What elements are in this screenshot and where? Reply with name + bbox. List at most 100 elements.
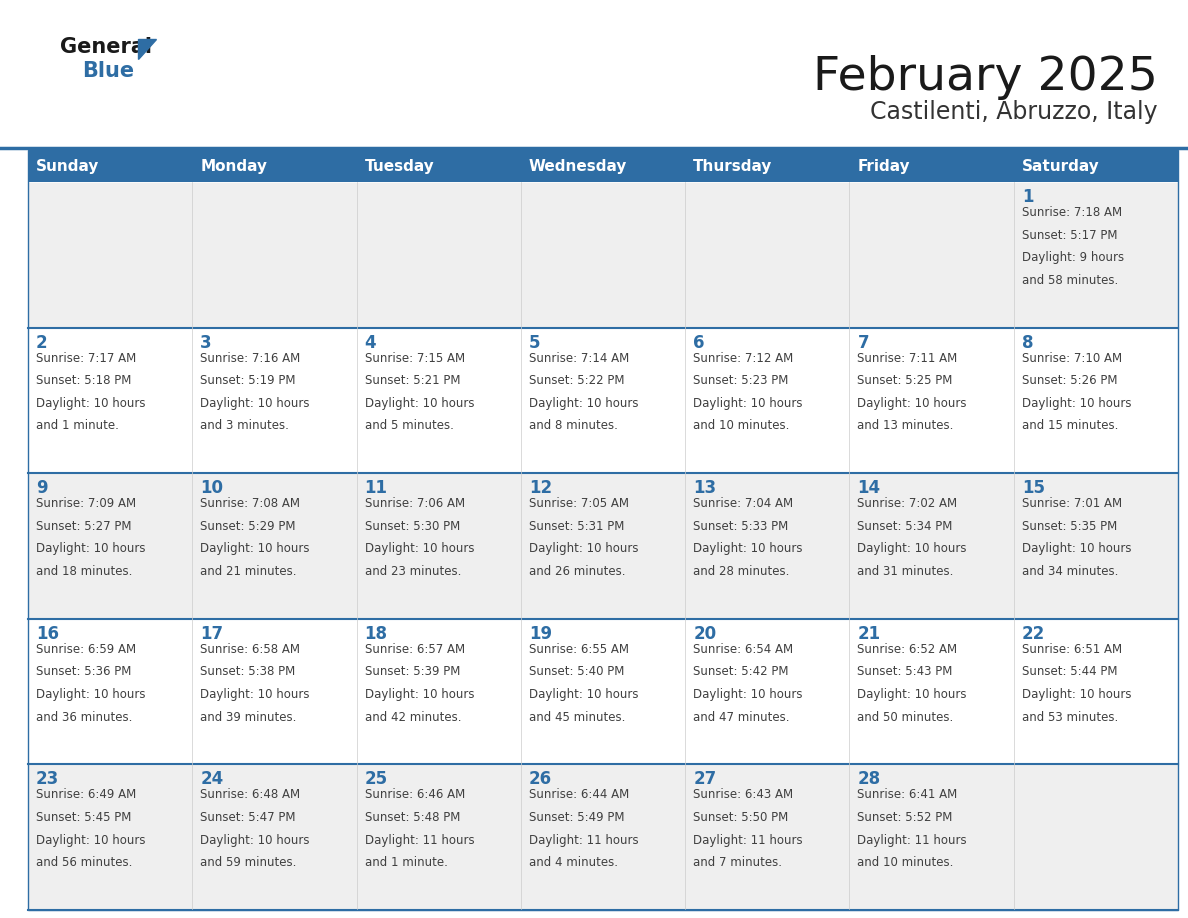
Bar: [356, 619, 520, 765]
Text: and 58 minutes.: and 58 minutes.: [1022, 274, 1118, 286]
Text: 12: 12: [529, 479, 552, 498]
Bar: [1013, 328, 1178, 473]
Text: 27: 27: [693, 770, 716, 789]
Text: February 2025: February 2025: [813, 55, 1158, 100]
Bar: [849, 182, 1013, 328]
Text: and 10 minutes.: and 10 minutes.: [693, 420, 790, 432]
Text: Daylight: 9 hours: Daylight: 9 hours: [1022, 252, 1124, 264]
Text: and 59 minutes.: and 59 minutes.: [201, 856, 297, 869]
Text: Sunset: 5:19 PM: Sunset: 5:19 PM: [201, 375, 296, 387]
Text: Blue: Blue: [82, 61, 134, 81]
Bar: [1013, 619, 1178, 765]
Text: General: General: [61, 37, 152, 57]
Text: Daylight: 11 hours: Daylight: 11 hours: [529, 834, 638, 846]
Bar: [29, 328, 192, 473]
Text: Sunset: 5:42 PM: Sunset: 5:42 PM: [693, 666, 789, 678]
Text: Sunset: 5:45 PM: Sunset: 5:45 PM: [36, 811, 132, 824]
Bar: [849, 765, 1013, 910]
Text: Sunrise: 6:54 AM: Sunrise: 6:54 AM: [693, 643, 794, 655]
Text: and 3 minutes.: and 3 minutes.: [201, 420, 289, 432]
Text: 18: 18: [365, 625, 387, 643]
Text: Sunset: 5:49 PM: Sunset: 5:49 PM: [529, 811, 625, 824]
Text: Sunset: 5:38 PM: Sunset: 5:38 PM: [201, 666, 296, 678]
Text: and 53 minutes.: and 53 minutes.: [1022, 711, 1118, 723]
Text: Sunset: 5:40 PM: Sunset: 5:40 PM: [529, 666, 624, 678]
Text: Sunset: 5:35 PM: Sunset: 5:35 PM: [1022, 520, 1117, 532]
Text: and 56 minutes.: and 56 minutes.: [36, 856, 132, 869]
Text: Sunset: 5:47 PM: Sunset: 5:47 PM: [201, 811, 296, 824]
Text: 4: 4: [365, 333, 377, 352]
Text: 3: 3: [201, 333, 211, 352]
Text: Sunset: 5:22 PM: Sunset: 5:22 PM: [529, 375, 625, 387]
Text: Daylight: 10 hours: Daylight: 10 hours: [858, 543, 967, 555]
Text: Tuesday: Tuesday: [365, 159, 435, 174]
Bar: [1013, 473, 1178, 619]
Text: Sunrise: 7:09 AM: Sunrise: 7:09 AM: [36, 498, 137, 510]
Text: and 50 minutes.: and 50 minutes.: [858, 711, 954, 723]
Text: 19: 19: [529, 625, 552, 643]
Text: and 47 minutes.: and 47 minutes.: [693, 711, 790, 723]
Text: Daylight: 10 hours: Daylight: 10 hours: [858, 397, 967, 409]
Text: 13: 13: [693, 479, 716, 498]
Text: Sunrise: 7:01 AM: Sunrise: 7:01 AM: [1022, 498, 1121, 510]
Text: 14: 14: [858, 479, 880, 498]
Text: 8: 8: [1022, 333, 1034, 352]
Text: Daylight: 10 hours: Daylight: 10 hours: [1022, 397, 1131, 409]
Text: and 1 minute.: and 1 minute.: [365, 856, 448, 869]
Text: and 28 minutes.: and 28 minutes.: [693, 565, 790, 578]
Bar: [685, 765, 849, 910]
Text: Sunrise: 6:55 AM: Sunrise: 6:55 AM: [529, 643, 628, 655]
Text: Daylight: 11 hours: Daylight: 11 hours: [693, 834, 803, 846]
Bar: [356, 328, 520, 473]
Bar: [192, 150, 356, 182]
Bar: [849, 473, 1013, 619]
Bar: [520, 619, 685, 765]
Text: and 36 minutes.: and 36 minutes.: [36, 711, 132, 723]
Text: Sunset: 5:26 PM: Sunset: 5:26 PM: [1022, 375, 1117, 387]
Text: Sunrise: 6:44 AM: Sunrise: 6:44 AM: [529, 789, 630, 801]
Text: and 34 minutes.: and 34 minutes.: [1022, 565, 1118, 578]
Bar: [29, 182, 192, 328]
Text: 7: 7: [858, 333, 870, 352]
Text: 1: 1: [1022, 188, 1034, 206]
Text: Sunset: 5:23 PM: Sunset: 5:23 PM: [693, 375, 789, 387]
Text: Sunset: 5:21 PM: Sunset: 5:21 PM: [365, 375, 460, 387]
Text: Saturday: Saturday: [1022, 159, 1099, 174]
Text: Daylight: 10 hours: Daylight: 10 hours: [858, 688, 967, 701]
Text: and 31 minutes.: and 31 minutes.: [858, 565, 954, 578]
Bar: [192, 765, 356, 910]
Bar: [356, 765, 520, 910]
Text: Sunset: 5:33 PM: Sunset: 5:33 PM: [693, 520, 789, 532]
Text: 16: 16: [36, 625, 59, 643]
Bar: [849, 150, 1013, 182]
Text: Friday: Friday: [858, 159, 910, 174]
Text: 9: 9: [36, 479, 48, 498]
Polygon shape: [138, 39, 156, 59]
Bar: [29, 619, 192, 765]
Text: Castilenti, Abruzzo, Italy: Castilenti, Abruzzo, Italy: [871, 100, 1158, 124]
Text: Daylight: 11 hours: Daylight: 11 hours: [365, 834, 474, 846]
Text: Sunrise: 6:58 AM: Sunrise: 6:58 AM: [201, 643, 301, 655]
Text: Sunset: 5:39 PM: Sunset: 5:39 PM: [365, 666, 460, 678]
Bar: [685, 150, 849, 182]
Text: Sunrise: 7:14 AM: Sunrise: 7:14 AM: [529, 352, 630, 364]
Bar: [29, 150, 192, 182]
Text: Sunset: 5:30 PM: Sunset: 5:30 PM: [365, 520, 460, 532]
Text: and 15 minutes.: and 15 minutes.: [1022, 420, 1118, 432]
Text: Daylight: 10 hours: Daylight: 10 hours: [529, 688, 638, 701]
Text: Sunrise: 6:51 AM: Sunrise: 6:51 AM: [1022, 643, 1121, 655]
Bar: [520, 473, 685, 619]
Text: and 8 minutes.: and 8 minutes.: [529, 420, 618, 432]
Text: Sunrise: 7:16 AM: Sunrise: 7:16 AM: [201, 352, 301, 364]
Bar: [849, 619, 1013, 765]
Text: and 39 minutes.: and 39 minutes.: [201, 711, 297, 723]
Text: Daylight: 10 hours: Daylight: 10 hours: [36, 688, 145, 701]
Text: Daylight: 10 hours: Daylight: 10 hours: [365, 543, 474, 555]
Bar: [520, 150, 685, 182]
Text: Sunrise: 7:18 AM: Sunrise: 7:18 AM: [1022, 206, 1121, 219]
Text: and 21 minutes.: and 21 minutes.: [201, 565, 297, 578]
Text: Daylight: 10 hours: Daylight: 10 hours: [529, 397, 638, 409]
Text: 10: 10: [201, 479, 223, 498]
Text: and 26 minutes.: and 26 minutes.: [529, 565, 625, 578]
Text: Sunrise: 6:57 AM: Sunrise: 6:57 AM: [365, 643, 465, 655]
